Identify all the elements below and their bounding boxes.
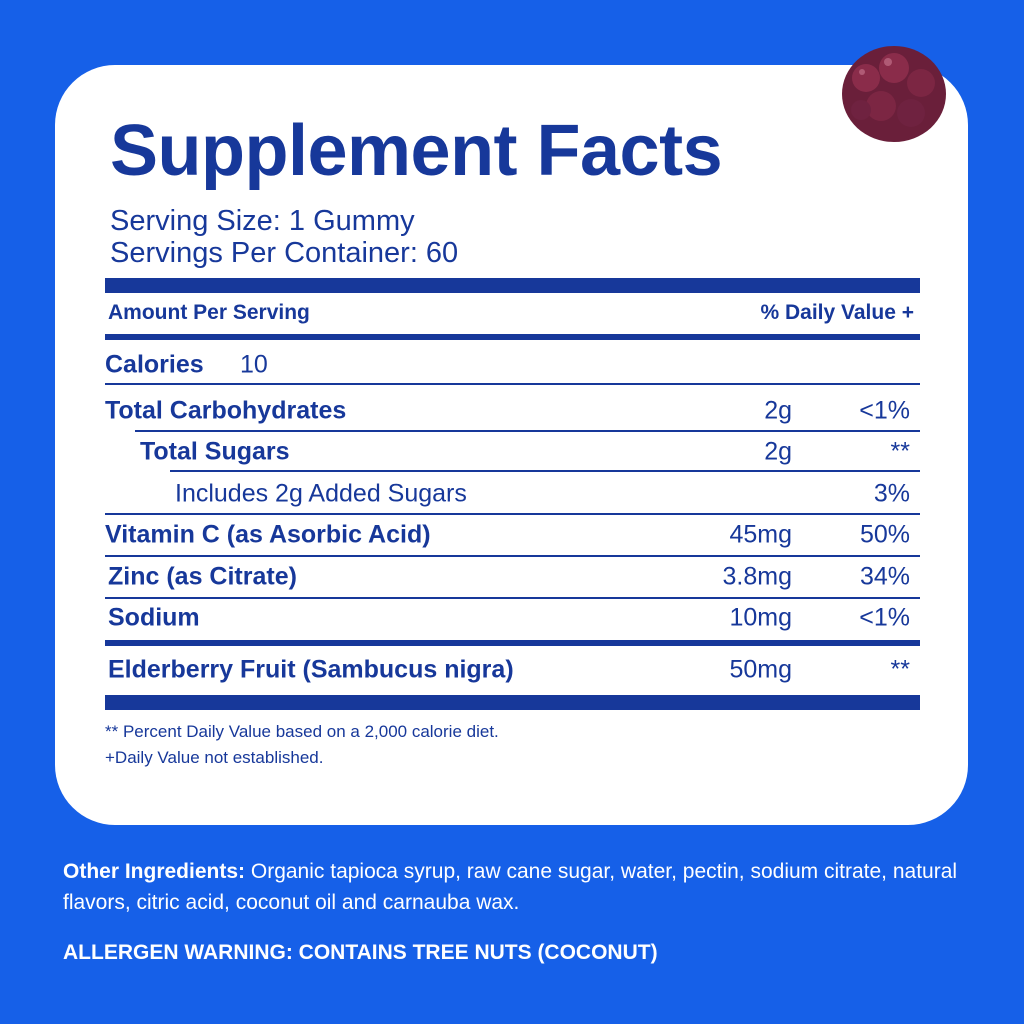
header-amount: Amount Per Serving <box>108 301 310 324</box>
calories-label: Calories <box>105 350 204 379</box>
rule <box>135 430 920 432</box>
rule <box>105 640 920 646</box>
nutrient-name: Total Sugars <box>140 437 290 466</box>
nutrient-row: Zinc (as Citrate) 3.8mg 34% <box>105 557 910 597</box>
rule <box>170 470 920 472</box>
rule <box>105 555 920 557</box>
footnote: ** Percent Daily Value based on a 2,000 … <box>105 722 499 741</box>
nutrient-name: Sodium <box>108 603 200 632</box>
rule <box>105 383 920 385</box>
nutrient-dv: ** <box>890 437 910 466</box>
rule <box>105 334 920 340</box>
allergen-warning: ALLERGEN WARNING: CONTAINS TREE NUTS (CO… <box>63 941 658 964</box>
nutrient-amount: 2g <box>764 437 792 466</box>
rule <box>105 513 920 515</box>
nutrient-amount: 45mg <box>729 520 792 549</box>
serving-size: Serving Size: 1 Gummy <box>110 205 415 237</box>
title: Supplement Facts <box>110 111 723 191</box>
nutrient-dv: <1% <box>859 396 910 425</box>
gummy-image <box>842 46 946 142</box>
ingredients-text: Organic tapioca syrup, raw cane sugar, w… <box>63 860 958 914</box>
nutrient-dv: 3% <box>873 479 910 508</box>
nutrient-row: Total Carbohydrates 2g <1% <box>105 391 910 431</box>
rule <box>105 597 920 599</box>
nutrient-row: Includes 2g Added Sugars 3% <box>105 474 910 514</box>
nutrient-name: Total Carbohydrates <box>105 396 347 425</box>
nutrient-name: Includes 2g Added Sugars <box>175 479 467 508</box>
nutrient-dv: 50% <box>859 520 910 549</box>
nutrient-amount: 3.8mg <box>722 562 792 591</box>
servings-per-container: Servings Per Container: 60 <box>110 237 459 269</box>
nutrient-amount: 2g <box>764 396 792 425</box>
thick-rule <box>105 695 920 710</box>
footnote: +Daily Value not established. <box>105 748 324 767</box>
calories-value: 10 <box>240 350 268 379</box>
header-daily-value: % Daily Value + <box>760 301 914 324</box>
nutrient-row: Sodium 10mg <1% <box>105 598 910 638</box>
nutrient-amount: 50mg <box>729 655 792 684</box>
calories-row: Calories 10 <box>105 345 910 385</box>
nutrient-amount: 10mg <box>729 603 792 632</box>
thick-rule <box>105 278 920 293</box>
nutrient-name: Elderberry Fruit (Sambucus nigra) <box>108 655 514 684</box>
ingredients-label: Other Ingredients: <box>63 860 246 883</box>
nutrient-name: Vitamin C (as Asorbic Acid) <box>105 520 431 549</box>
nutrient-dv: ** <box>890 655 910 684</box>
nutrient-row: Vitamin C (as Asorbic Acid) 45mg 50% <box>105 515 910 555</box>
nutrient-name: Zinc (as Citrate) <box>108 562 297 591</box>
nutrient-dv: 34% <box>859 562 910 591</box>
other-ingredients: Other Ingredients: Organic tapioca syrup… <box>63 856 963 918</box>
nutrient-row: Total Sugars 2g ** <box>105 432 910 472</box>
nutrient-row: Elderberry Fruit (Sambucus nigra) 50mg *… <box>105 650 910 690</box>
nutrient-dv: <1% <box>859 603 910 632</box>
